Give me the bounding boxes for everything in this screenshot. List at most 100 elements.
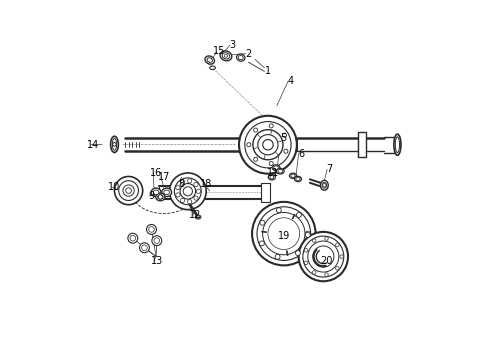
Circle shape <box>188 179 192 183</box>
Text: 9: 9 <box>148 191 154 201</box>
Circle shape <box>263 212 305 255</box>
Ellipse shape <box>294 176 301 181</box>
Ellipse shape <box>210 66 216 69</box>
Ellipse shape <box>270 176 274 179</box>
Circle shape <box>296 212 301 217</box>
Ellipse shape <box>290 173 296 179</box>
Circle shape <box>276 208 281 213</box>
Circle shape <box>325 273 328 276</box>
Text: 10: 10 <box>108 182 121 192</box>
Circle shape <box>252 202 316 265</box>
Circle shape <box>247 143 251 147</box>
Circle shape <box>304 248 308 252</box>
Text: 11: 11 <box>267 168 279 178</box>
Text: 16: 16 <box>150 168 162 178</box>
Circle shape <box>254 128 258 132</box>
Circle shape <box>336 243 339 247</box>
Circle shape <box>194 183 198 186</box>
Circle shape <box>170 173 206 210</box>
Text: 8: 8 <box>178 179 185 189</box>
Ellipse shape <box>274 166 278 170</box>
Ellipse shape <box>395 137 399 153</box>
Ellipse shape <box>322 182 327 188</box>
Ellipse shape <box>153 190 159 195</box>
Text: 13: 13 <box>151 256 163 266</box>
Text: 6: 6 <box>298 149 304 158</box>
Circle shape <box>269 124 273 128</box>
Circle shape <box>259 241 265 246</box>
Circle shape <box>305 231 310 236</box>
Ellipse shape <box>157 195 163 199</box>
Text: 15: 15 <box>214 46 226 56</box>
Circle shape <box>113 143 116 146</box>
Circle shape <box>263 140 273 150</box>
Circle shape <box>119 181 139 201</box>
Circle shape <box>336 267 339 270</box>
Text: 19: 19 <box>278 231 290 242</box>
Circle shape <box>140 243 149 253</box>
Ellipse shape <box>196 216 199 218</box>
Text: 12: 12 <box>190 210 202 220</box>
Ellipse shape <box>296 177 300 180</box>
Circle shape <box>313 271 316 274</box>
Circle shape <box>284 149 288 153</box>
Text: 2: 2 <box>245 49 252 59</box>
Circle shape <box>260 220 265 225</box>
Text: 5: 5 <box>281 133 287 143</box>
Ellipse shape <box>220 51 232 61</box>
Circle shape <box>176 185 180 190</box>
Ellipse shape <box>156 193 165 201</box>
Ellipse shape <box>269 174 275 180</box>
Circle shape <box>183 187 193 196</box>
Text: 17: 17 <box>158 172 170 182</box>
Ellipse shape <box>222 53 230 59</box>
Circle shape <box>253 130 283 160</box>
Ellipse shape <box>278 170 283 173</box>
Circle shape <box>180 198 185 203</box>
Circle shape <box>303 236 344 277</box>
Text: 4: 4 <box>288 76 294 86</box>
Circle shape <box>180 184 196 199</box>
Ellipse shape <box>112 139 117 150</box>
Circle shape <box>282 133 287 137</box>
Circle shape <box>130 235 136 241</box>
Circle shape <box>304 261 308 265</box>
Circle shape <box>188 199 192 204</box>
Circle shape <box>148 226 154 232</box>
Circle shape <box>313 239 316 242</box>
Circle shape <box>128 233 138 243</box>
Circle shape <box>305 233 310 237</box>
Ellipse shape <box>320 180 328 190</box>
Circle shape <box>154 238 160 243</box>
Text: 7: 7 <box>326 165 333 174</box>
Ellipse shape <box>164 190 170 195</box>
Circle shape <box>115 176 143 205</box>
Circle shape <box>268 218 300 249</box>
Ellipse shape <box>207 58 213 62</box>
Ellipse shape <box>237 54 245 61</box>
Circle shape <box>174 178 201 205</box>
Ellipse shape <box>195 215 201 219</box>
Circle shape <box>196 189 200 193</box>
Ellipse shape <box>272 165 280 171</box>
Ellipse shape <box>276 168 284 174</box>
Ellipse shape <box>291 174 295 177</box>
Ellipse shape <box>224 54 228 57</box>
Ellipse shape <box>238 55 243 60</box>
Ellipse shape <box>151 188 161 197</box>
Circle shape <box>269 162 273 166</box>
Circle shape <box>147 224 156 234</box>
Circle shape <box>176 193 180 197</box>
Circle shape <box>308 241 339 272</box>
Circle shape <box>123 185 134 196</box>
Ellipse shape <box>162 188 172 197</box>
Circle shape <box>245 122 291 168</box>
Ellipse shape <box>205 56 215 64</box>
Circle shape <box>258 135 278 155</box>
Text: 1: 1 <box>265 66 271 76</box>
Circle shape <box>152 236 162 246</box>
Bar <box>358 132 366 157</box>
Circle shape <box>275 254 280 259</box>
Text: 20: 20 <box>320 256 332 266</box>
Circle shape <box>194 196 198 200</box>
